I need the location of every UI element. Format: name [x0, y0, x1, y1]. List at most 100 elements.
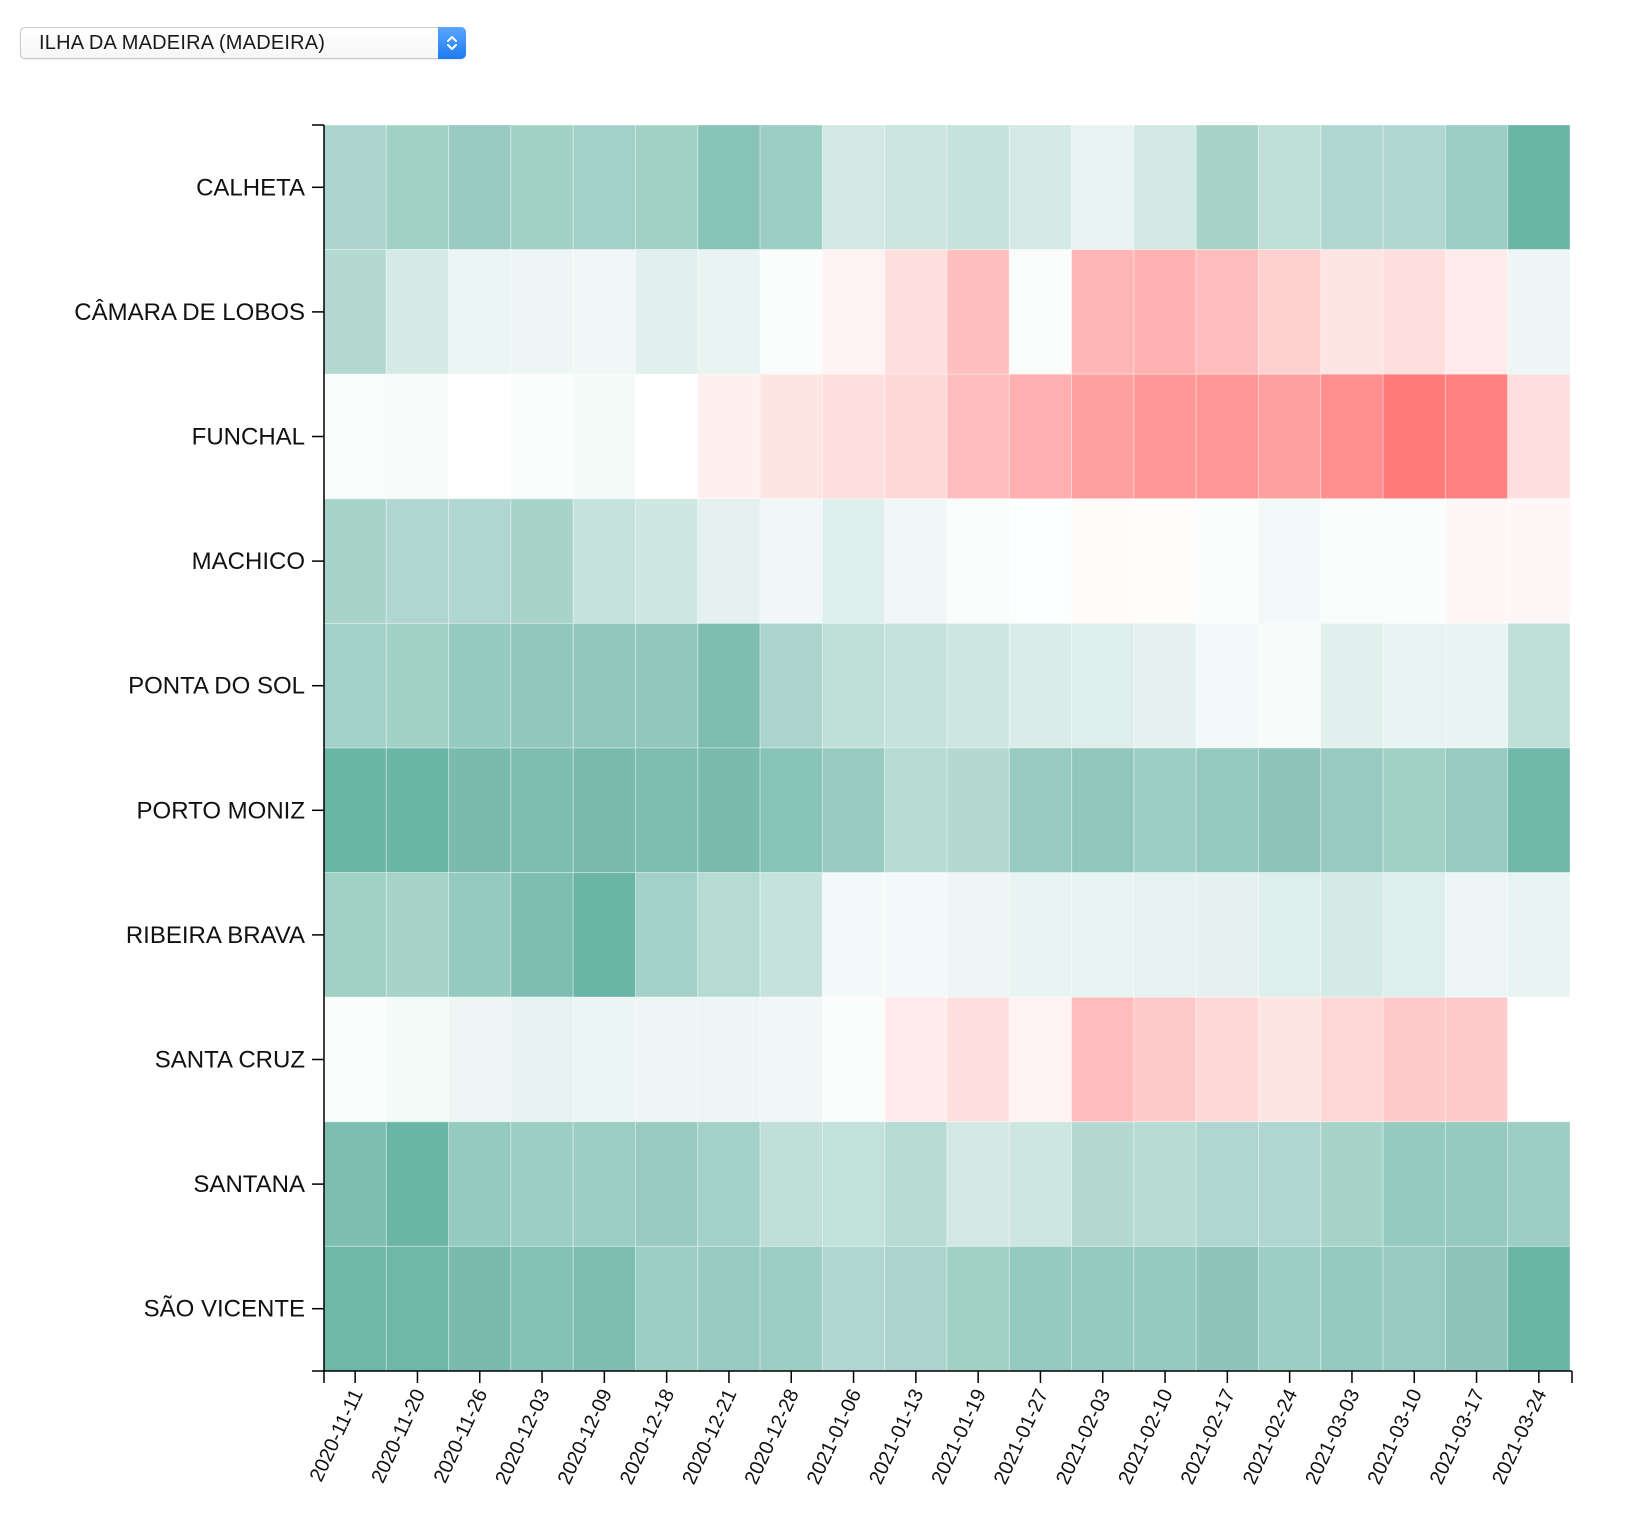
heatmap-cell — [1195, 622, 1259, 749]
heatmap-cell — [697, 996, 761, 1123]
heatmap-cell — [448, 1121, 512, 1247]
heatmap-cell — [1133, 747, 1197, 874]
heatmap-cell — [572, 996, 637, 1123]
heatmap-cell — [448, 1245, 512, 1372]
heatmap-cell — [946, 124, 1010, 251]
heatmap-cell — [323, 1245, 387, 1372]
heatmap-cell — [635, 498, 699, 624]
y-tick-label: SÃO VICENTE — [144, 1296, 305, 1323]
heatmap-cell — [884, 996, 948, 1123]
heatmap-cell — [697, 1121, 761, 1247]
heatmap-cell — [1195, 249, 1259, 375]
heatmap-cell — [1444, 1245, 1509, 1372]
heatmap-cell — [821, 373, 886, 500]
heatmap-cell — [572, 498, 637, 624]
heatmap-cell — [1071, 747, 1135, 874]
heatmap-cell — [323, 622, 387, 749]
x-tick-label: 2020-11-20 — [367, 1386, 430, 1487]
heatmap-cell — [510, 249, 574, 375]
heatmap-cell — [1382, 747, 1446, 874]
heatmap-cell — [323, 1121, 387, 1247]
heatmap-cell — [1444, 373, 1509, 500]
heatmap-cell — [1008, 622, 1073, 749]
heatmap-cell — [1444, 622, 1509, 749]
heatmap-cell — [572, 872, 637, 998]
up-down-chevron-icon[interactable] — [438, 27, 466, 59]
heatmap-cell — [697, 498, 761, 624]
heatmap-cell — [1195, 498, 1259, 624]
x-tick-label: 2021-01-19 — [928, 1386, 991, 1488]
heatmap-cell — [323, 124, 387, 251]
heatmap-cell — [323, 498, 387, 624]
heatmap-cell — [1507, 872, 1571, 998]
heatmap-cell — [510, 747, 574, 874]
heatmap-cell — [821, 1245, 886, 1372]
y-tick-label: PORTO MONIZ — [137, 797, 305, 824]
heatmap-cell — [759, 249, 823, 375]
heatmap-cell — [510, 1121, 574, 1247]
heatmap-cell — [821, 622, 886, 749]
heatmap-cell — [821, 1121, 886, 1247]
heatmap-cell — [821, 498, 886, 624]
x-tick-label: 2021-01-13 — [865, 1386, 928, 1488]
heatmap-cell — [1507, 1121, 1571, 1247]
heatmap-cell — [1507, 1245, 1571, 1372]
heatmap-cell — [1507, 747, 1571, 874]
heatmap-cell — [1320, 872, 1384, 998]
x-tick-label: 2021-02-03 — [1052, 1386, 1115, 1488]
y-tick-label: FUNCHAL — [192, 424, 305, 451]
heatmap-cell — [1008, 373, 1073, 500]
heatmap-cell — [1195, 1121, 1259, 1247]
heatmap-cell — [946, 373, 1010, 500]
heatmap-cell — [323, 747, 387, 874]
heatmap-cell — [884, 1245, 948, 1372]
heatmap-cell — [385, 1121, 450, 1247]
heatmap-cell — [1008, 249, 1073, 375]
heatmap-cell — [1008, 124, 1073, 251]
heatmap-cell — [572, 373, 637, 500]
x-tick-label: 2021-02-24 — [1239, 1386, 1302, 1488]
heatmap-cell — [385, 124, 450, 251]
heatmap-cell — [448, 872, 512, 998]
heatmap-cell — [1258, 872, 1322, 998]
heatmap-cell — [572, 622, 637, 749]
heatmap-cell — [323, 249, 387, 375]
heatmap-cell — [510, 124, 574, 251]
heatmap-cell — [1320, 1121, 1384, 1247]
heatmap-cell — [385, 872, 450, 998]
heatmap-cell — [759, 124, 823, 251]
heatmap-cell — [884, 1121, 948, 1247]
heatmap-cell — [884, 747, 948, 874]
heatmap-cell — [1195, 373, 1259, 500]
heatmap-cell — [510, 622, 574, 749]
heatmap-cell — [1320, 498, 1384, 624]
x-tick-label: 2020-12-21 — [678, 1386, 741, 1488]
heatmap-cell — [1444, 124, 1509, 251]
heatmap-cell — [635, 1121, 699, 1247]
heatmap-cell — [884, 872, 948, 998]
heatmap-cell — [946, 1245, 1010, 1372]
heatmap-cell — [635, 996, 699, 1123]
heatmap-cell — [946, 1121, 1010, 1247]
heatmap-cell — [821, 747, 886, 874]
heatmap-cell — [1071, 1121, 1135, 1247]
y-tick-label: PONTA DO SOL — [128, 673, 305, 700]
heatmap-cell — [1071, 373, 1135, 500]
heatmap-cell — [1133, 124, 1197, 251]
heatmap-cell — [510, 1245, 574, 1372]
region-select[interactable]: ILHA DA MADEIRA (MADEIRA) — [20, 27, 466, 59]
y-tick-label: SANTANA — [193, 1171, 305, 1198]
heatmap-cell — [1071, 996, 1135, 1123]
heatmap-cell — [1258, 622, 1322, 749]
x-tick-label: 2021-03-10 — [1364, 1386, 1427, 1488]
y-tick-label: RIBEIRA BRAVA — [126, 922, 305, 949]
heatmap-cell — [385, 1245, 450, 1372]
heatmap-cell — [572, 249, 637, 375]
heatmap-cell — [1382, 124, 1446, 251]
x-tick-label: 2021-01-06 — [803, 1386, 866, 1488]
heatmap-cell — [1071, 872, 1135, 998]
heatmap-cell — [697, 249, 761, 375]
heatmap-cell — [1258, 124, 1322, 251]
heatmap-cell — [1320, 124, 1384, 251]
